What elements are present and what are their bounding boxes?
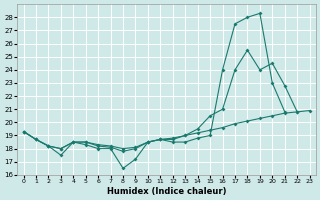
X-axis label: Humidex (Indice chaleur): Humidex (Indice chaleur): [107, 187, 226, 196]
